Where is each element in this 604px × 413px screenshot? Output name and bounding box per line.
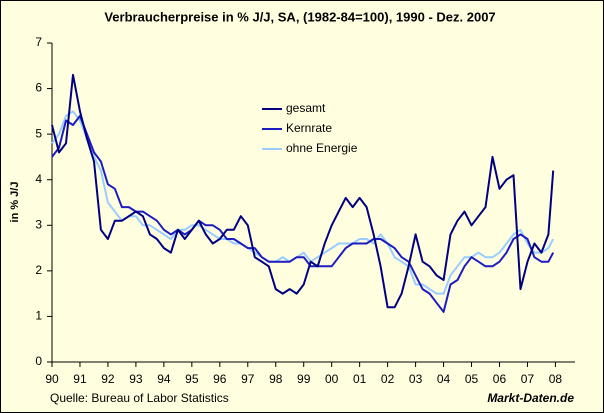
series-line: [51, 73, 555, 309]
x-tick-label: 95: [185, 372, 199, 386]
x-tick-label: 91: [73, 372, 87, 386]
legend-label: gesamt: [286, 101, 326, 115]
x-tick-label: 03: [409, 372, 423, 386]
x-tick-label: 94: [157, 372, 171, 386]
x-tick-label: 01: [353, 372, 367, 386]
x-tick-label: 04: [437, 372, 451, 386]
y-tick-label: 4: [35, 172, 42, 186]
x-tick-label: 02: [381, 372, 395, 386]
y-axis-label: in % J/J: [9, 182, 21, 223]
x-tick-label: 93: [129, 372, 143, 386]
x-tick-label: 96: [213, 372, 227, 386]
x-tick-label: 99: [297, 372, 311, 386]
legend-label: ohne Energie: [286, 141, 358, 155]
legend-label: Kernrate: [286, 121, 332, 135]
x-tick-label: 06: [493, 372, 507, 386]
y-tick-label: 1: [35, 309, 42, 323]
y-tick-label: 0: [35, 354, 42, 368]
x-tick-label: 05: [465, 372, 479, 386]
x-tick-label: 92: [101, 372, 115, 386]
x-tick-label: 07: [521, 372, 535, 386]
y-tick-label: 6: [35, 81, 42, 95]
y-tick-label: 7: [35, 35, 42, 49]
watermark: Markt-Daten.de: [487, 391, 574, 405]
x-tick-label: 00: [325, 372, 339, 386]
chart-title: Verbraucherpreise in % J/J, SA, (1982-84…: [104, 9, 495, 24]
source: Quelle: Bureau of Labor Statistics: [50, 391, 229, 405]
x-tick-label: 98: [269, 372, 283, 386]
y-tick-label: 5: [35, 126, 42, 140]
y-tick-label: 2: [35, 263, 42, 277]
x-tick-label: 97: [241, 372, 255, 386]
x-tick-label: 08: [549, 372, 563, 386]
x-tick-label: 90: [45, 372, 59, 386]
y-tick-label: 3: [35, 217, 42, 231]
